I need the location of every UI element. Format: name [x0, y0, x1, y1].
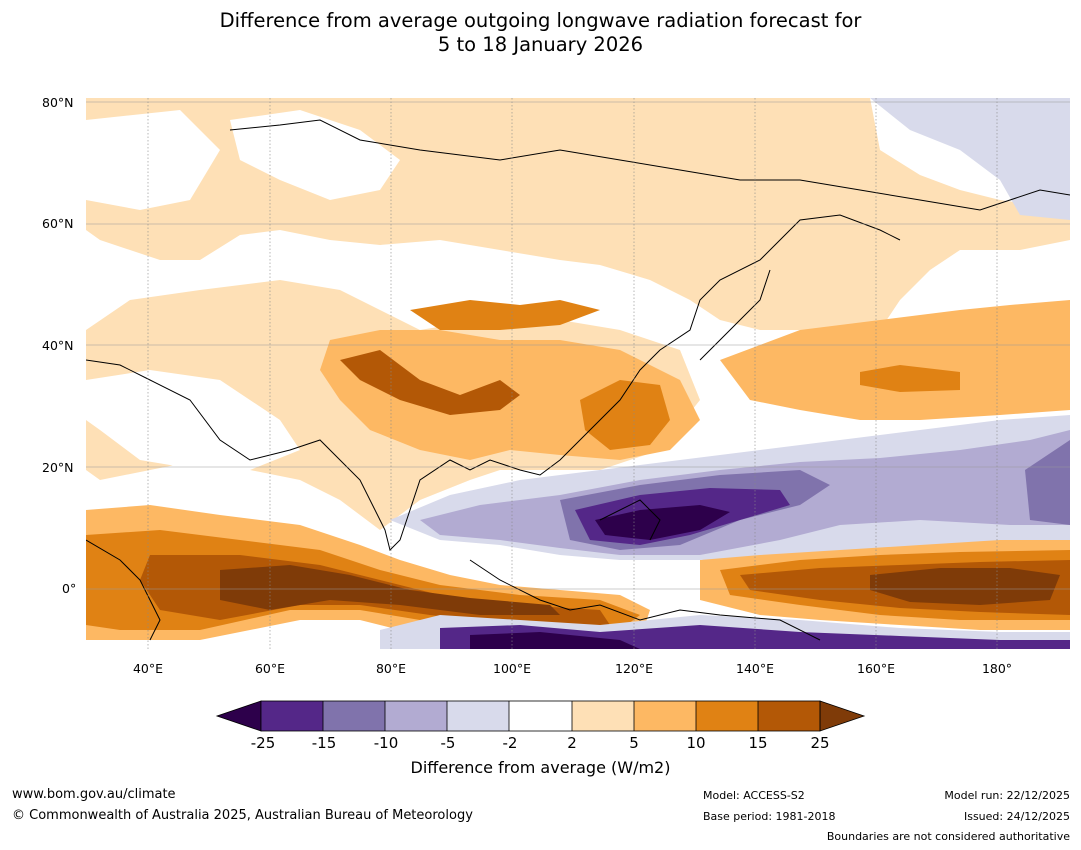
lon-label-100e: 100°E	[492, 661, 532, 676]
colorbar-label: Difference from average (W/m2)	[410, 758, 671, 777]
field-pos10-mongolia	[410, 300, 600, 330]
field-pos5-north-pacific	[720, 300, 1070, 420]
field-pos25-pacific-eq	[870, 568, 1060, 605]
field-pos15-tibet	[340, 350, 520, 415]
colorbar-tick-neg10: -10	[373, 734, 399, 752]
field-pos10-china	[580, 380, 670, 450]
field-zero-arabia	[86, 370, 300, 470]
lat-label-60n: 60°N	[42, 216, 74, 231]
map-fields	[86, 98, 1070, 649]
colorbar-swatch-pos15	[758, 701, 820, 731]
field-neg25-tropics	[595, 505, 730, 540]
lon-label-160e: 160°E	[856, 661, 896, 676]
colorbar-swatch-pos10	[696, 701, 758, 731]
lon-label-80e: 80°E	[375, 661, 407, 676]
gridlines	[147, 98, 998, 649]
colorbar-tick-pos15: 15	[748, 734, 768, 752]
lat-label-equator: 0°	[62, 581, 77, 596]
colorbar	[215, 700, 866, 732]
colorbar-extend-high	[819, 700, 866, 732]
disclaimer-text: Boundaries are not considered authoritat…	[826, 830, 1070, 843]
model-text: Model: ACCESS-S2	[703, 789, 805, 802]
title-line-1: Difference from average outgoing longwav…	[219, 9, 862, 32]
copyright-text: © Commonwealth of Australia 2025, Austra…	[12, 808, 473, 823]
base-period-text: Base period: 1981-2018	[703, 810, 836, 823]
lat-label-20n: 20°N	[42, 460, 74, 475]
colorbar-tick-pos5: 5	[629, 734, 639, 752]
field-neg10-east	[1025, 440, 1070, 525]
colorbar-swatch-neg2	[447, 701, 509, 731]
field-zero-siberia	[230, 110, 400, 200]
colorbar-swatch-pos5	[634, 701, 696, 731]
lat-label-40n: 40°N	[42, 338, 74, 353]
lat-label-80n: 80°N	[42, 95, 74, 110]
field-pos10-pacific	[860, 365, 960, 392]
map-title: Difference from average outgoing longwav…	[0, 9, 1081, 57]
title-line-2: 5 to 18 January 2026	[437, 33, 644, 56]
colorbar-swatch-neg10	[323, 701, 385, 731]
colorbar-tick-neg5: -5	[440, 734, 456, 752]
lon-label-60e: 60°E	[254, 661, 286, 676]
colorbar-swatch-neg15	[261, 701, 323, 731]
colorbar-tick-neg15: -15	[311, 734, 337, 752]
field-zero-nw	[86, 110, 220, 210]
lon-label-180: 180°	[981, 661, 1013, 676]
model-run-text: Model run: 22/12/2025	[944, 789, 1070, 802]
colorbar-swatch-zero	[509, 701, 572, 731]
coastlines	[86, 119, 1070, 641]
colorbar-tick-neg25: -25	[250, 734, 276, 752]
colorbar-tick-neg2: -2	[502, 734, 518, 752]
colorbar-swatch-pos2	[572, 701, 634, 731]
lon-label-120e: 120°E	[614, 661, 654, 676]
lat-gridlines	[86, 101, 1070, 590]
colorbar-extend-low	[215, 700, 262, 732]
olr-anomaly-map	[86, 98, 1070, 649]
issued-text: Issued: 24/12/2025	[963, 810, 1070, 823]
lon-label-40e: 40°E	[132, 661, 164, 676]
colorbar-tick-pos25: 25	[810, 734, 830, 752]
colorbar-tick-pos2: 2	[567, 734, 577, 752]
field-neg25-south	[470, 632, 640, 649]
field-neg2-arctic	[870, 98, 1070, 220]
colorbar-tick-pos10: 10	[686, 734, 706, 752]
website-link[interactable]: www.bom.gov.au/climate	[12, 787, 176, 802]
field-pos25-indian	[220, 565, 560, 615]
colorbar-swatch-neg5	[385, 701, 447, 731]
lon-label-140e: 140°E	[735, 661, 775, 676]
